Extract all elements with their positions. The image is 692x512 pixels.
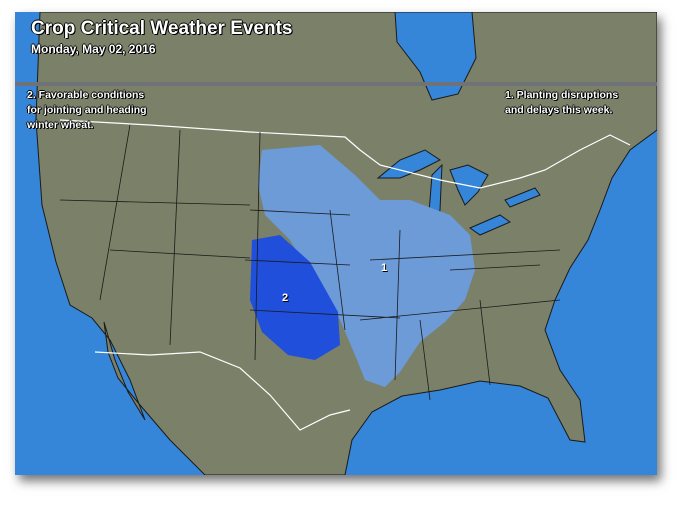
borders: [59, 119, 631, 431]
header-band: [15, 82, 657, 86]
note-2: 2. Favorable conditions for jointing and…: [27, 89, 147, 131]
area-2-label: 2: [282, 292, 289, 304]
map-title: Crop Critical Weather Events: [31, 18, 293, 39]
map-date: Monday, May 02, 2016: [31, 42, 156, 56]
map-canvas: [15, 12, 657, 475]
note-1: 1. Planting disruptions and delays this …: [505, 89, 619, 116]
weather-map: Crop Critical Weather Events Monday, May…: [15, 12, 657, 475]
hudson-bay: [394, 12, 477, 101]
area-1-label: 1: [381, 262, 388, 274]
area-2-dark: [250, 235, 340, 360]
